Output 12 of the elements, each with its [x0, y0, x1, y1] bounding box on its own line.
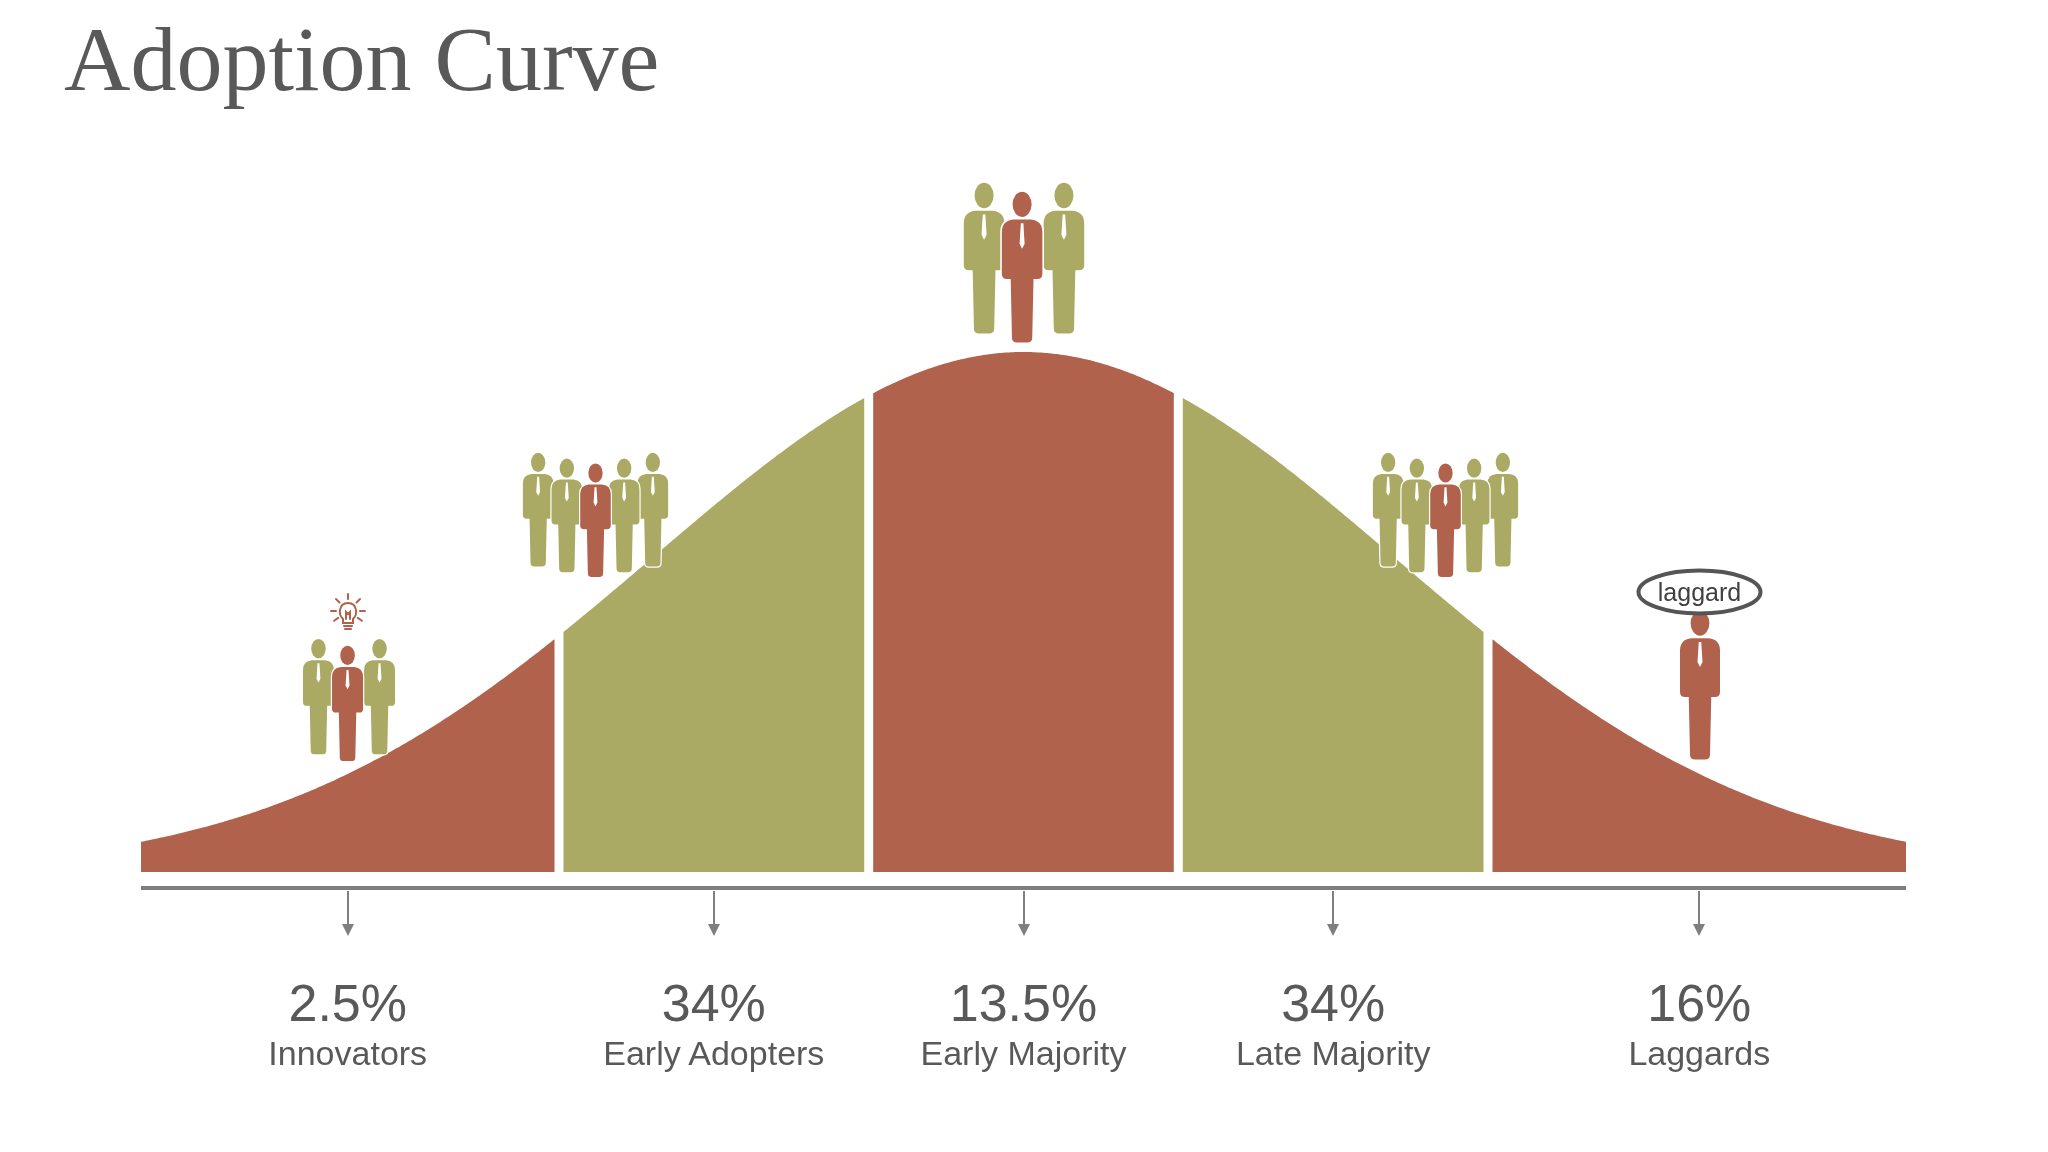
text: laggard [1657, 578, 1742, 606]
category-label: Early Adopters [603, 1034, 825, 1072]
category-label: Innovators [268, 1034, 428, 1072]
category-label: Late Majority [1235, 1034, 1431, 1072]
data-label: 2.5% [288, 974, 407, 1032]
data-label: 13.5% [949, 974, 1098, 1032]
text: Adoption Curve [64, 8, 660, 110]
data-label: 34% [661, 974, 766, 1032]
category-label: Laggards [1628, 1034, 1771, 1072]
data-label: 34% [1281, 974, 1386, 1032]
category-label: Early Majority [920, 1034, 1127, 1072]
data-label: 16% [1647, 974, 1752, 1032]
